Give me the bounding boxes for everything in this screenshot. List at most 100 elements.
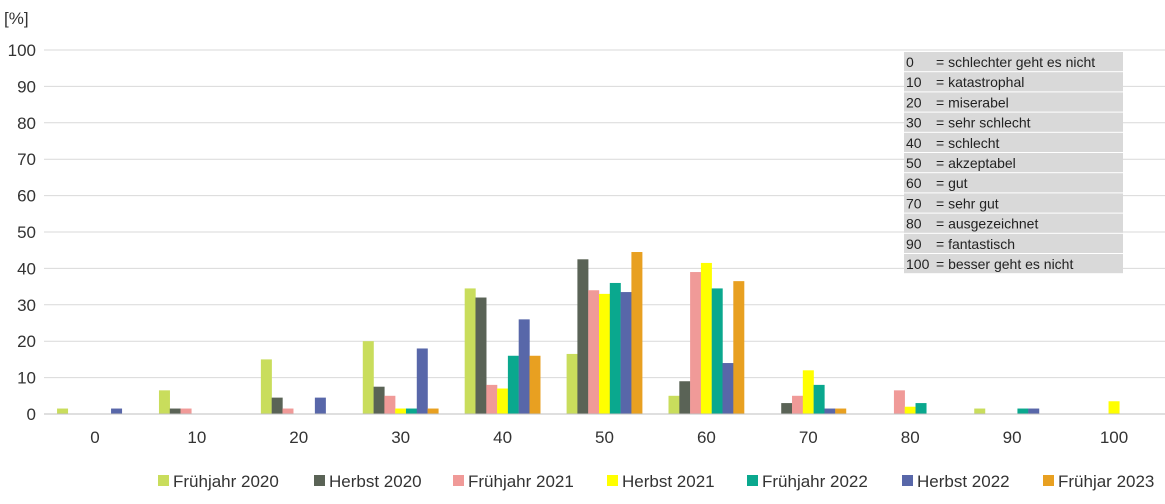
bar xyxy=(373,386,385,414)
bar xyxy=(529,355,541,414)
annotation-text: = sehr gut xyxy=(936,195,999,211)
annotation-code: 10 xyxy=(906,74,922,90)
legend-swatch xyxy=(607,475,618,486)
annotation-code: 100 xyxy=(906,256,930,272)
legend-label: Frühjar 2023 xyxy=(1058,472,1154,491)
annotation-code: 90 xyxy=(906,236,922,252)
bar xyxy=(111,408,123,414)
bar xyxy=(690,272,702,414)
bar xyxy=(271,397,283,414)
y-tick-label: 50 xyxy=(17,223,36,242)
bar xyxy=(792,395,804,414)
x-tick-label: 40 xyxy=(493,428,512,447)
legend-label: Frühjahr 2021 xyxy=(468,472,574,491)
annotation-text: = schlechter geht es nicht xyxy=(936,54,1095,70)
annotation-text: = katastrophal xyxy=(936,74,1024,90)
bar xyxy=(416,348,428,414)
bar xyxy=(464,288,476,414)
bars xyxy=(57,252,1120,414)
legend-label: Herbst 2022 xyxy=(917,472,1010,491)
legend-swatch xyxy=(158,475,169,486)
gridlines xyxy=(44,49,1165,379)
bar xyxy=(260,359,272,414)
annotation-text: = ausgezeichnet xyxy=(936,216,1038,232)
x-tick-label: 10 xyxy=(187,428,206,447)
bar xyxy=(893,390,905,414)
bar xyxy=(824,408,836,414)
scale-annotation-box: 0 = schlechter geht es nicht 10 = katastrop… xyxy=(904,52,1123,274)
legend-label: Herbst 2020 xyxy=(329,472,422,491)
bar xyxy=(599,293,610,414)
bar xyxy=(609,282,621,414)
bar xyxy=(588,290,600,414)
annotation-text: = akzeptabel xyxy=(936,155,1016,171)
x-tick-label: 60 xyxy=(697,428,716,447)
legend-label: Frühjahr 2022 xyxy=(762,472,868,491)
annotation-row-bg xyxy=(904,153,1123,173)
x-tick-label: 30 xyxy=(391,428,410,447)
bar xyxy=(282,408,294,414)
annotation-text: = miserabel xyxy=(936,94,1009,110)
bar xyxy=(620,292,632,414)
x-tick-label: 70 xyxy=(799,428,818,447)
legend-swatch xyxy=(453,475,464,486)
bar xyxy=(711,288,723,414)
annotation-code: 40 xyxy=(906,135,922,151)
y-axis-unit-label: [%] xyxy=(4,9,29,28)
annotation-code: 0 xyxy=(906,54,914,70)
y-tick-label: 10 xyxy=(17,369,36,388)
annotation-row-bg xyxy=(904,92,1123,112)
annotation-row-bg xyxy=(904,132,1123,152)
bar xyxy=(57,408,69,414)
y-tick-label: 30 xyxy=(17,296,36,315)
x-tick-label: 90 xyxy=(1003,428,1022,447)
bar xyxy=(1108,401,1120,414)
legend-label: Herbst 2021 xyxy=(622,472,715,491)
x-tick-label: 100 xyxy=(1100,428,1128,447)
bar xyxy=(566,353,578,414)
bar xyxy=(722,363,734,414)
annotation-text: = schlecht xyxy=(936,135,1000,151)
bar xyxy=(1017,408,1029,414)
bar xyxy=(802,370,814,414)
bar xyxy=(835,408,847,414)
bar xyxy=(679,381,691,414)
annotation-text: = gut xyxy=(936,175,968,191)
bar xyxy=(781,403,793,414)
annotation-code: 50 xyxy=(906,155,922,171)
legend-swatch xyxy=(747,475,758,486)
bar xyxy=(475,297,487,414)
x-tick-label: 80 xyxy=(901,428,920,447)
annotation-text: = besser geht es nicht xyxy=(936,256,1073,272)
x-tick-labels: 0 10 20 30 40 50 60 70 80 90 100 xyxy=(90,428,1128,447)
legend-swatch xyxy=(902,475,913,486)
bar xyxy=(733,281,745,414)
annotation-row-bg xyxy=(904,72,1123,92)
bar xyxy=(362,341,374,414)
y-tick-label: 20 xyxy=(17,332,36,351)
legend-swatch xyxy=(314,475,325,486)
annotation-code: 70 xyxy=(906,195,922,211)
bar xyxy=(700,262,712,414)
bar xyxy=(384,395,396,414)
x-tick-label: 20 xyxy=(289,428,308,447)
y-tick-label: 40 xyxy=(17,259,36,278)
bar xyxy=(180,408,192,414)
annotation-row-bg xyxy=(904,52,1123,72)
bar xyxy=(497,388,509,414)
annotation-row-bg xyxy=(904,193,1123,213)
bar xyxy=(314,397,326,414)
legend-label: Frühjahr 2020 xyxy=(173,472,279,491)
x-tick-label: 50 xyxy=(595,428,614,447)
y-tick-label: 80 xyxy=(17,114,36,133)
y-tick-label: 0 xyxy=(27,405,36,424)
bar xyxy=(904,406,916,414)
annotation-row-bg xyxy=(904,173,1123,193)
annotation-code: 20 xyxy=(906,94,922,110)
bar xyxy=(486,384,498,414)
bar xyxy=(577,259,589,414)
bar xyxy=(395,408,407,414)
annotation-code: 60 xyxy=(906,175,922,191)
